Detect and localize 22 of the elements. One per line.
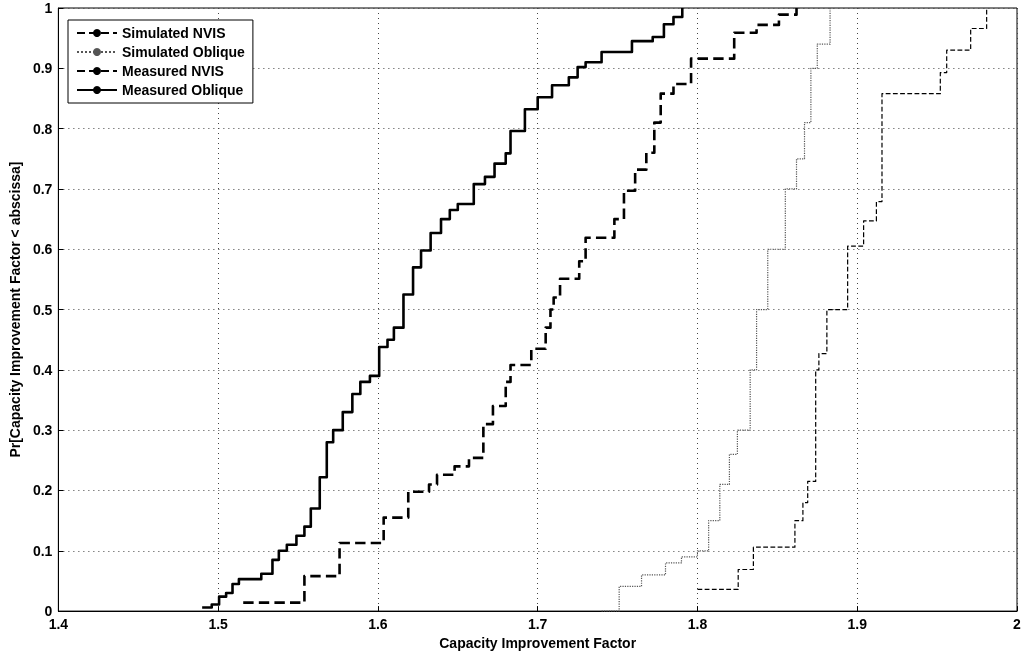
y-tick-label: 0.1	[32, 542, 53, 559]
legend-label: Measured NVIS	[122, 63, 224, 79]
x-tick-label: 2	[1013, 616, 1022, 633]
y-axis-title: Pr[Capacity Improvement Factor < abscissa]	[7, 161, 23, 458]
y-tick-label: 0.8	[32, 120, 53, 137]
x-tick-label: 1.6	[368, 616, 388, 633]
y-tick-label: 0.9	[32, 60, 53, 77]
x-tick-label: 1.7	[527, 616, 548, 633]
y-tick-label: 1	[44, 0, 53, 16]
legend-label: Simulated NVIS	[122, 25, 226, 41]
y-tick-label: 0.4	[32, 361, 53, 378]
x-tick-label: 1.8	[687, 616, 708, 633]
legend-label: Simulated Oblique	[122, 44, 246, 60]
legend-label: Measured Oblique	[122, 82, 244, 98]
y-tick-label: 0.6	[32, 241, 53, 258]
y-tick-label: 0.3	[32, 422, 53, 439]
x-tick-label: 1.9	[847, 616, 868, 633]
y-tick-label: 0.7	[32, 180, 53, 197]
y-tick-label: 0.5	[32, 301, 53, 318]
x-axis-title: Capacity Improvement Factor	[439, 635, 637, 651]
x-tick-label: 1.5	[208, 616, 229, 633]
y-tick-label: 0.2	[32, 482, 53, 499]
